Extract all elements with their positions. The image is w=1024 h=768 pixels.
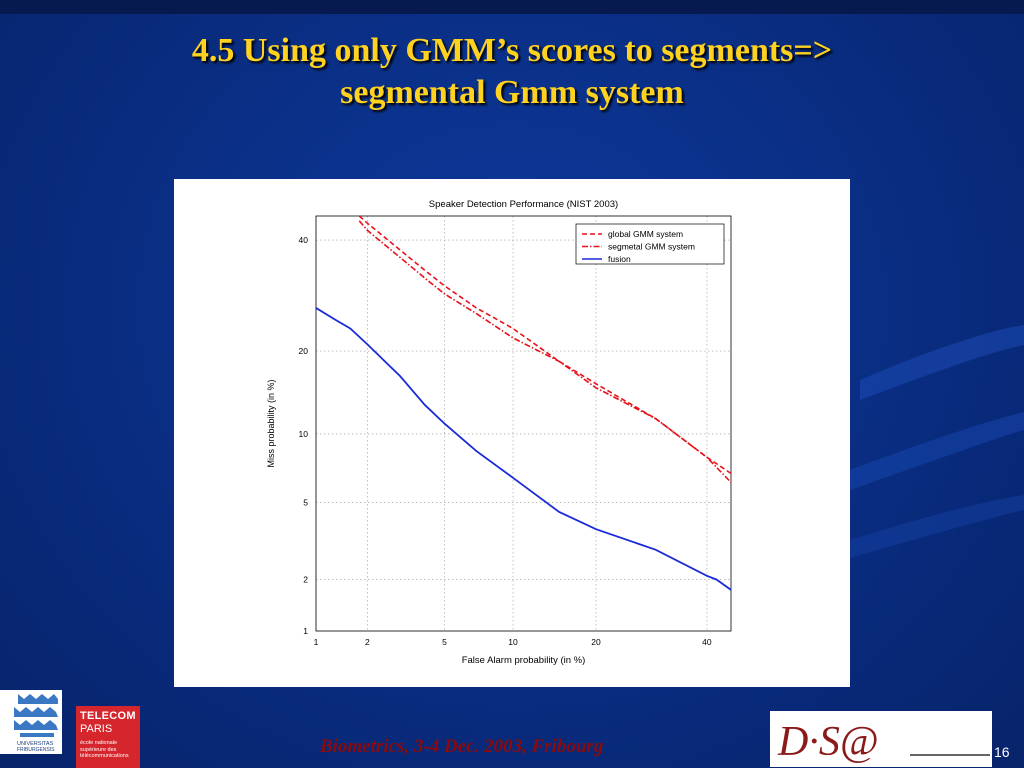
dsa-logo: D·S@ xyxy=(770,711,992,767)
fribourg-logo-graphic: UNIVERSITAS FRIBURGENSIS xyxy=(0,690,62,754)
telecom-name-line2: PARIS xyxy=(80,723,113,735)
x-tick-label: 10 xyxy=(508,637,518,647)
series-line-segmetal-gmm-system xyxy=(358,220,731,483)
y-tick-label: 10 xyxy=(299,429,309,439)
telecom-name-line1: TELECOM xyxy=(80,710,136,722)
series-line-fusion xyxy=(316,307,731,591)
slide-footer: Biometrics, 3-4 Dec. 2003, Fribourg xyxy=(320,736,604,757)
dsa-logo-graphic: D·S@ xyxy=(770,711,992,767)
det-chart-panel: 1 2 5 10 20 40 1 2 5 10 20 40 Speaker Detection Perf… xyxy=(174,179,850,687)
y-tick-label: 5 xyxy=(303,497,308,507)
legend-label: global GMM system xyxy=(608,229,683,239)
x-tick-label: 20 xyxy=(591,637,601,647)
x-tick-label: 2 xyxy=(365,637,370,647)
slide-title: 4.5 Using only GMM’s scores to segments=… xyxy=(60,30,964,114)
legend-label: fusion xyxy=(608,254,631,264)
legend-box xyxy=(575,223,725,265)
x-tick-label: 40 xyxy=(702,637,712,647)
dsa-logo-text: D·S@ xyxy=(777,719,878,765)
y-tick-label: 2 xyxy=(303,575,308,585)
telecom-tagline: école nationale supérieure des télécommu… xyxy=(80,740,129,759)
y-tick-label: 40 xyxy=(299,235,309,245)
y-tick-label: 20 xyxy=(299,346,309,356)
svg-text:FRIBURGENSIS: FRIBURGENSIS xyxy=(17,747,55,753)
legend-label: segmetal GMM system xyxy=(608,242,695,252)
y-tick-label: 1 xyxy=(303,626,308,636)
chart-title: Speaker Detection Performance (NIST 2003… xyxy=(429,199,618,210)
telecom-paris-logo: TELECOM PARIS école nationale supérieure… xyxy=(76,706,140,768)
x-axis-label: False Alarm probability (in %) xyxy=(462,655,586,666)
page-number: 16 xyxy=(994,744,1010,760)
y-axis-label: Miss probability (in %) xyxy=(266,379,276,467)
det-chart: 1 2 5 10 20 40 1 2 5 10 20 40 Speaker Detection Perf… xyxy=(266,199,732,666)
x-tick-label: 1 xyxy=(314,637,319,647)
slide-title-line1: 4.5 Using only GMM’s scores to segments=… xyxy=(191,32,833,69)
x-tick-label: 5 xyxy=(442,637,447,647)
top-bar xyxy=(0,0,1024,14)
svg-text:UNIVERSITAS: UNIVERSITAS xyxy=(17,741,54,747)
university-fribourg-logo: UNIVERSITAS FRIBURGENSIS xyxy=(0,690,62,754)
slide-title-line2: segmental Gmm system xyxy=(340,74,684,111)
plot-frame xyxy=(315,215,732,632)
